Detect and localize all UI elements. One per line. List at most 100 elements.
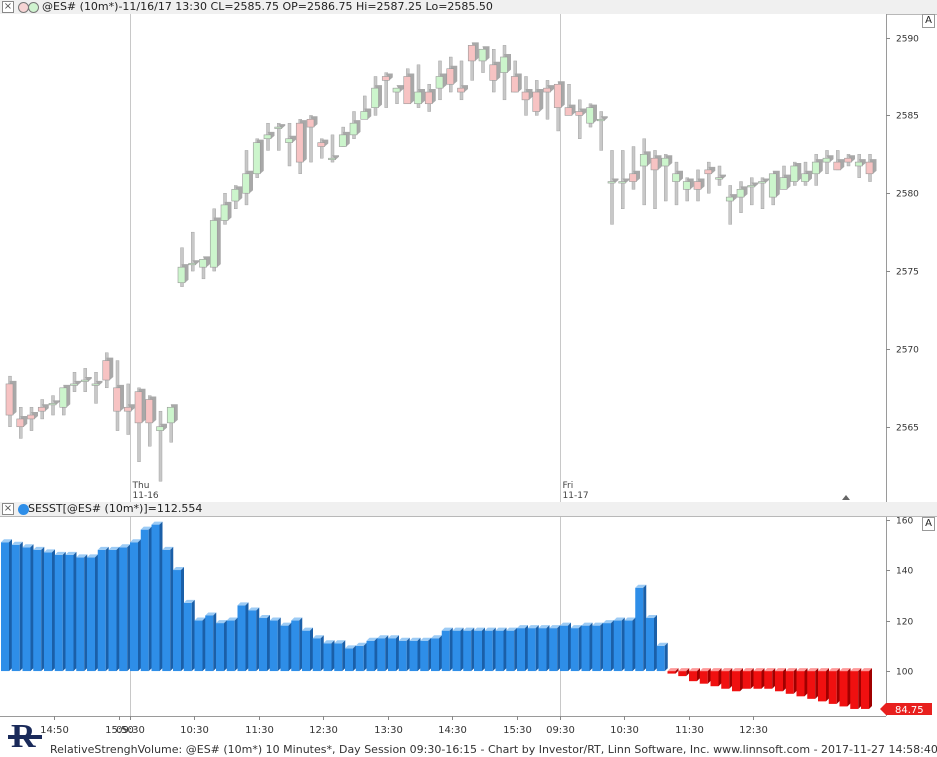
candle [639, 138, 651, 206]
candle [317, 138, 329, 159]
candle-wick [287, 122, 292, 167]
volume-bar [678, 668, 690, 677]
volume-bar [452, 627, 464, 672]
candle-body [188, 262, 197, 266]
time-tick-label: 13:30 [374, 725, 403, 736]
volume-bar [1, 539, 12, 672]
volume-bar-top [194, 617, 206, 621]
volume-bar-top [549, 625, 561, 629]
volume-bar-face [398, 640, 407, 672]
volume-bar-face [678, 671, 687, 677]
volume-bar [581, 622, 593, 672]
candle [274, 122, 286, 151]
volume-bar-face [44, 552, 52, 672]
volume-bar [613, 617, 625, 672]
candle [811, 154, 823, 186]
volume-bar-face [506, 630, 515, 672]
candle [392, 85, 404, 104]
candle-body [209, 220, 218, 268]
volume-bar-side [52, 549, 55, 672]
candle [102, 352, 114, 389]
volume-bar-top [334, 640, 346, 644]
volume-bar-side [105, 546, 109, 672]
candle-body [263, 134, 272, 140]
volume-bar [345, 645, 356, 672]
volume-bar-top [839, 668, 851, 672]
indicator-panel-header: × SESST[@ES# (10m*)]=112.554 [0, 502, 937, 517]
volume-bar-top [699, 668, 711, 672]
volume-bar-side [729, 668, 733, 689]
volume-bar [291, 617, 303, 672]
candle-body [596, 118, 605, 122]
candle-wick [664, 154, 668, 202]
close-price-panel-button[interactable]: × [2, 1, 14, 13]
candle-body [822, 157, 831, 163]
volume-bar-top [151, 521, 163, 525]
volume-bar-face [97, 549, 106, 672]
candle [779, 165, 791, 190]
candle-wick [94, 372, 98, 404]
candle-shadow [751, 182, 759, 187]
candle [328, 134, 339, 163]
volume-bar-side [621, 617, 625, 672]
volume-bar-side [385, 635, 389, 672]
volume-bar-side [138, 539, 141, 672]
candle-shadow [74, 380, 81, 386]
candle-body [747, 185, 756, 188]
candle-body [242, 173, 250, 194]
volume-bar-face [1, 542, 9, 672]
volume-bar-face [388, 638, 396, 672]
volume-bar-top [87, 554, 98, 558]
volume-tick-label: 100 [896, 668, 913, 678]
volume-bar-top [742, 668, 754, 672]
volume-bar-face [259, 618, 267, 672]
candle-wick [631, 146, 636, 190]
candle-body [521, 91, 530, 101]
volume-bar [97, 546, 109, 672]
volume-bar-face [828, 671, 837, 704]
indicator-autoscale-button[interactable]: A [922, 517, 935, 531]
candle [747, 177, 759, 206]
volume-bar-side [675, 668, 679, 674]
volume-bar-face [312, 638, 321, 672]
candle-shadow [192, 260, 200, 265]
volume-bar-top [474, 627, 485, 631]
price-autoscale-button[interactable]: A [922, 14, 935, 28]
volume-tick-label: 120 [896, 618, 913, 628]
volume-bar-side [277, 617, 281, 672]
volume-bar-side [589, 622, 593, 672]
volume-bar-side [772, 668, 776, 689]
volume-bar-side [95, 554, 98, 672]
candle-body [220, 204, 229, 221]
volume-bar [732, 668, 743, 692]
volume-bar-side [643, 584, 647, 672]
volume-bar [11, 541, 23, 672]
volume-bar-side [41, 546, 45, 672]
close-indicator-panel-button[interactable]: × [2, 503, 14, 515]
volume-bar-top [173, 567, 184, 571]
volume-bar-side [245, 602, 249, 672]
volume-bar-side [578, 625, 582, 672]
volume-bar-top [710, 668, 722, 672]
volume-bar-top [162, 546, 174, 550]
candle [252, 138, 264, 178]
volume-bar-top [753, 668, 765, 672]
candle [403, 68, 415, 105]
candle [177, 247, 189, 287]
volume-bar-face [237, 605, 246, 672]
candle-body [91, 383, 100, 386]
candle-body [457, 87, 465, 93]
volume-bar-top [850, 668, 862, 672]
volume-bar-side [836, 668, 840, 704]
candle-body [134, 391, 143, 424]
volume-bar [398, 637, 410, 672]
volume-bar-side [761, 668, 765, 689]
up-color-icon [28, 2, 39, 13]
candle-body [865, 161, 874, 175]
candle [70, 372, 81, 392]
volume-bar [764, 668, 776, 689]
candle-body [16, 418, 25, 428]
candle-body [317, 142, 326, 147]
volume-bar-side [449, 627, 453, 672]
candle-body [59, 387, 68, 408]
